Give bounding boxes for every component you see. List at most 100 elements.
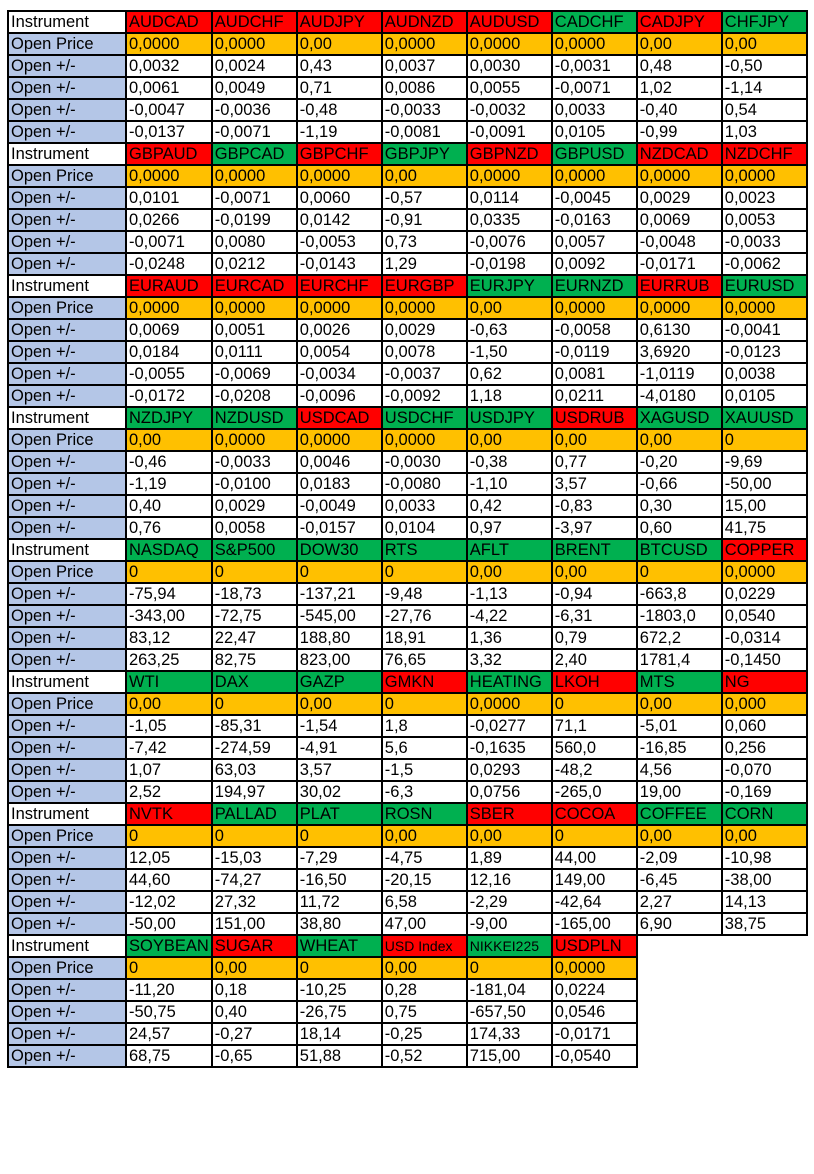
open-price-value: 0: [125, 956, 213, 980]
open-price-value: 0,000: [720, 692, 808, 716]
open-price-value: 0,0000: [380, 296, 468, 320]
open-delta-value: 1,89: [465, 846, 553, 870]
open-delta-label: Open +/-: [7, 186, 127, 210]
instrument-name: COPPER: [720, 538, 808, 562]
open-delta-value: 0,0030: [465, 54, 553, 78]
instrument-name: USD Index: [380, 934, 468, 958]
open-delta-value: 0,0224: [550, 978, 638, 1002]
open-price-value: 0,00: [380, 164, 468, 188]
open-delta-value: -0,0096: [295, 384, 383, 408]
open-delta-value: -9,48: [380, 582, 468, 606]
open-delta-value: -0,46: [125, 450, 213, 474]
instrument-name: EURAUD: [125, 274, 213, 298]
open-delta-value: -0,0314: [720, 626, 808, 650]
open-price-row: Open Price 0,0000 0,0000 0,0000 0,0000 0,00 0,…: [7, 296, 808, 320]
open-delta-row: Open +/- 0,0101 -0,0071 0,0060 -0,57 0,0114 -0…: [7, 186, 808, 210]
open-delta-value: -181,04: [465, 978, 553, 1002]
open-delta-value: 0,0211: [550, 384, 638, 408]
instrument-name: EURRUB: [635, 274, 723, 298]
open-delta-label: Open +/-: [7, 846, 127, 870]
instrument-name: MTS: [635, 670, 723, 694]
open-delta-row: Open +/- 2,52 194,97 30,02 -6,3 0,0756 -265,0 1…: [7, 780, 808, 804]
open-delta-value: -26,75: [295, 1000, 383, 1024]
instrument-label: Instrument: [7, 934, 127, 958]
instrument-name: COCOA: [550, 802, 638, 826]
open-price-value: 0,0000: [295, 296, 383, 320]
open-delta-value: 0,0101: [125, 186, 213, 210]
open-delta-value: -0,0055: [125, 362, 213, 386]
open-price-value: 0: [125, 560, 213, 584]
open-delta-value: 0,0029: [635, 186, 723, 210]
open-delta-value: -663,8: [635, 582, 723, 606]
open-delta-value: 63,03: [210, 758, 298, 782]
open-price-value: 0: [295, 560, 383, 584]
open-delta-value: 0,0029: [210, 494, 298, 518]
open-delta-value: -657,50: [465, 1000, 553, 1024]
open-delta-value: -0,0033: [380, 98, 468, 122]
open-delta-value: 0,60: [635, 516, 723, 540]
open-delta-value: -0,0053: [295, 230, 383, 254]
open-delta-value: -4,0180: [635, 384, 723, 408]
open-delta-value: 0,0335: [465, 208, 553, 232]
open-delta-value: 0,28: [380, 978, 468, 1002]
open-delta-value: 6,90: [635, 912, 723, 936]
open-delta-value: -1,05: [125, 714, 213, 738]
instrument-name: GBPCAD: [210, 142, 298, 166]
open-delta-value: 0,18: [210, 978, 298, 1002]
empty-cell: [722, 1001, 807, 1023]
open-price-value: 0,00: [465, 824, 553, 848]
open-delta-row: Open +/- 44,60 -74,27 -16,50 -20,15 12,16 149,…: [7, 868, 808, 892]
open-price-value: 0,00: [720, 32, 808, 56]
open-delta-row: Open +/- -7,42 -274,59 -4,91 5,6 -0,1635 560,0…: [7, 736, 808, 760]
open-delta-value: -165,00: [550, 912, 638, 936]
open-price-value: 0: [380, 692, 468, 716]
instrument-name: COFFEE: [635, 802, 723, 826]
instrument-name: GAZP: [295, 670, 383, 694]
open-price-value: 0,0000: [125, 32, 213, 56]
open-delta-value: -0,0037: [380, 362, 468, 386]
instrument-name: USDJPY: [465, 406, 553, 430]
instrument-label: Instrument: [7, 538, 127, 562]
open-delta-label: Open +/-: [7, 604, 127, 628]
open-delta-value: -0,0041: [720, 318, 808, 342]
open-delta-value: -0,1450: [720, 648, 808, 672]
instrument-name: USDCAD: [295, 406, 383, 430]
open-delta-label: Open +/-: [7, 714, 127, 738]
open-delta-value: -3,97: [550, 516, 638, 540]
open-delta-value: 0,0054: [295, 340, 383, 364]
instrument-name: AUDJPY: [295, 10, 383, 34]
instrument-name: GBPAUD: [125, 142, 213, 166]
instrument-name: HEATING: [465, 670, 553, 694]
instrument-name: EURGBP: [380, 274, 468, 298]
open-price-value: 0: [380, 560, 468, 584]
open-delta-label: Open +/-: [7, 780, 127, 804]
open-delta-value: -2,29: [465, 890, 553, 914]
open-delta-value: 0,48: [635, 54, 723, 78]
empty-cell: [637, 935, 722, 957]
open-delta-value: -0,1635: [465, 736, 553, 760]
open-delta-value: 1,8: [380, 714, 468, 738]
open-delta-value: 0,0069: [125, 318, 213, 342]
open-delta-value: 0,0081: [550, 362, 638, 386]
open-delta-value: 0,256: [720, 736, 808, 760]
empty-cell: [637, 1045, 722, 1067]
open-price-label: Open Price: [7, 692, 127, 716]
open-delta-label: Open +/-: [7, 516, 127, 540]
instrument-name: WHEAT: [295, 934, 383, 958]
open-delta-label: Open +/-: [7, 98, 127, 122]
open-price-value: 0,0000: [550, 164, 638, 188]
open-delta-value: -0,0143: [295, 252, 383, 276]
open-delta-value: -0,0137: [125, 120, 213, 144]
open-delta-value: -0,0540: [550, 1044, 638, 1068]
open-delta-label: Open +/-: [7, 648, 127, 672]
open-delta-label: Open +/-: [7, 384, 127, 408]
instrument-name: EURCHF: [295, 274, 383, 298]
open-delta-value: -12,02: [125, 890, 213, 914]
open-price-label: Open Price: [7, 956, 127, 980]
empty-cell: [637, 1001, 722, 1023]
empty-cell: [637, 957, 722, 979]
open-delta-value: 0,0026: [295, 318, 383, 342]
open-price-value: 0,0000: [210, 164, 298, 188]
open-delta-value: 19,00: [635, 780, 723, 804]
open-delta-value: 82,75: [210, 648, 298, 672]
